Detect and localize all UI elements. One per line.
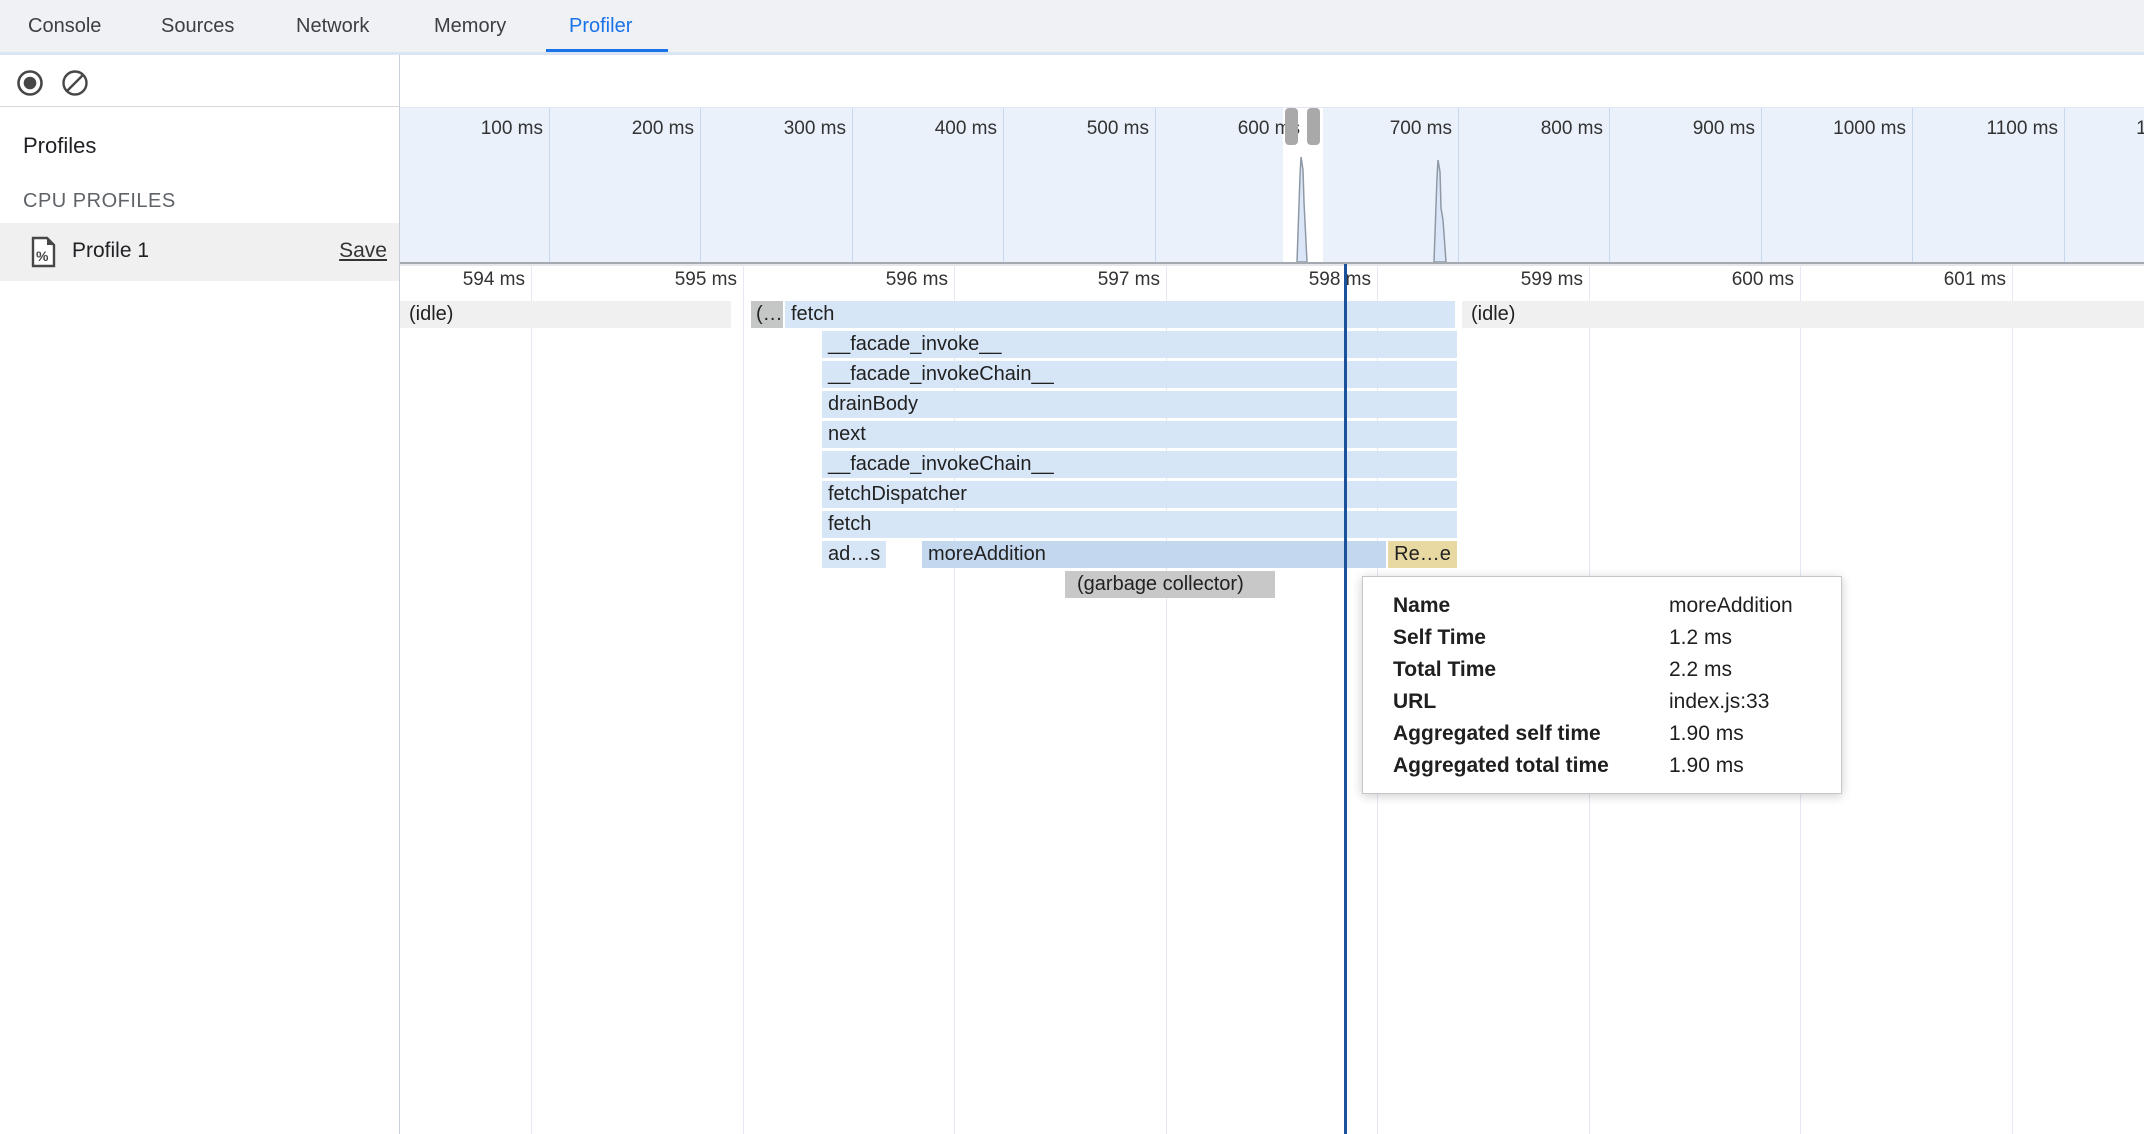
flame-bar[interactable]: fetch [785, 301, 1455, 328]
sidebar-divider [399, 55, 400, 1134]
left-selection-handle[interactable] [1285, 108, 1298, 145]
flame-bar[interactable]: drainBody [822, 391, 1457, 418]
flame-bar[interactable]: moreAddition [922, 541, 1386, 568]
tab-network[interactable]: Network [296, 15, 370, 37]
overview-tick-label: 500 ms [1086, 118, 1149, 139]
overview-gridline [1155, 108, 1156, 262]
ruler-tick-label: 600 ms [1731, 269, 1794, 290]
profile-name: Profile 1 [72, 239, 150, 262]
flame-bar[interactable]: __facade_invoke__ [822, 331, 1457, 358]
overview-tick-label: 1200 ms [2136, 118, 2144, 139]
tooltip-row: Aggregated self time 1.90 ms [1393, 718, 1841, 750]
overview-detail-divider [400, 262, 2144, 264]
flame-bar[interactable]: (idle) [1462, 301, 2144, 328]
overview-gridline [700, 108, 701, 262]
tooltip-value: 2.2 ms [1669, 658, 1733, 681]
profiles-header: Profiles [23, 133, 97, 158]
flame-bar[interactable]: (garbage collector) [1065, 571, 1275, 598]
tooltip-value: index.js:33 [1669, 690, 1770, 713]
tab-sources[interactable]: Sources [161, 15, 235, 37]
tooltip-label: URL [1393, 690, 1437, 713]
detail-gridline [954, 266, 955, 1134]
clear-icon[interactable] [61, 69, 89, 97]
flame-chart[interactable]: (idle) (… fetch (idle) __facade_invoke__ __fa… [400, 266, 2144, 1134]
detail-time-ruler: 594 ms 595 ms 596 ms 597 ms 598 ms 599 ms 600 … [400, 266, 2144, 296]
tooltip-row: Self Time 1.2 ms [1393, 622, 1841, 654]
tooltip-value: 1.90 ms [1669, 754, 1744, 777]
tooltip-row: URL index.js:33 [1393, 686, 1841, 718]
profile-document-icon: % [31, 236, 56, 268]
ruler-tick-label: 594 ms [462, 269, 525, 290]
cpu-activity-spikes [1296, 156, 1447, 262]
detail-gridline [1166, 266, 1167, 1134]
tooltip-label: Name [1393, 594, 1451, 617]
tab-console[interactable]: Console [28, 15, 102, 37]
overview-tick-label: 700 ms [1389, 118, 1452, 139]
overview-tick-label: 1000 ms [1833, 118, 1906, 139]
tooltip-row: Aggregated total time 1.90 ms [1393, 750, 1841, 782]
tooltip-label: Aggregated self time [1393, 722, 1601, 745]
ruler-tick-label: 597 ms [1097, 269, 1160, 290]
save-profile-link[interactable]: Save [339, 239, 387, 262]
svg-text:%: % [36, 248, 49, 264]
flame-bar[interactable]: fetch [822, 511, 1457, 538]
tab-bar-divider [0, 52, 2144, 55]
devtools-tab-bar: Console Sources Network Memory Profiler [0, 0, 2144, 55]
tab-memory[interactable]: Memory [434, 15, 507, 37]
flame-bar[interactable]: ad…s [822, 541, 886, 568]
overview-tick-label: 1100 ms [1986, 118, 2058, 139]
playhead-line [1344, 264, 1347, 1134]
ruler-tick-label: 596 ms [885, 269, 948, 290]
chart-toolbar: Chart [400, 55, 2144, 146]
overview-gridline [1761, 108, 1762, 262]
overview-gridline [1003, 108, 1004, 262]
ruler-tick-label: 598 ms [1308, 269, 1371, 290]
detail-gridline [743, 266, 744, 1134]
ruler-tick-label: 595 ms [674, 269, 737, 290]
overview-tick-label: 600 ms [1237, 118, 1300, 139]
record-icon[interactable] [16, 69, 44, 97]
tooltip-value: 1.2 ms [1669, 626, 1733, 649]
ruler-tick-label: 601 ms [1943, 269, 2006, 290]
tooltip-value: moreAddition [1669, 594, 1793, 617]
overview-tick-label: 200 ms [631, 118, 694, 139]
overview-gridline [1458, 108, 1459, 262]
profiler-toolbar [0, 55, 399, 107]
detail-gridline [531, 266, 532, 1134]
flame-bar[interactable]: __facade_invokeChain__ [822, 361, 1457, 388]
overview-tick-label: 900 ms [1692, 118, 1755, 139]
tooltip-row: Total Time 2.2 ms [1393, 654, 1841, 686]
detail-gridline [2012, 266, 2013, 1134]
flame-bar[interactable]: __facade_invokeChain__ [822, 451, 1457, 478]
right-selection-handle[interactable] [1307, 108, 1320, 145]
frame-details-tooltip: Name moreAddition Self Time 1.2 ms Total Tim… [1362, 576, 1842, 794]
overview-tick-label: 400 ms [934, 118, 997, 139]
tooltip-row: Name moreAddition [1393, 590, 1841, 622]
overview-gridline [852, 108, 853, 262]
tooltip-label: Aggregated total time [1393, 754, 1609, 777]
flame-bar[interactable]: Re…e [1388, 541, 1457, 568]
overview-tick-label: 300 ms [783, 118, 846, 139]
overview-detail-divider-light [400, 264, 2144, 266]
overview-gridline [1609, 108, 1610, 262]
flame-bar[interactable]: (idle) [400, 301, 731, 328]
tooltip-label: Total Time [1393, 658, 1497, 681]
overview-gridline [2064, 108, 2065, 262]
ruler-tick-label: 599 ms [1520, 269, 1583, 290]
overview-gridline [1912, 108, 1913, 262]
sidebar-item-profile-1[interactable]: % Profile 1 Save [0, 223, 399, 281]
cpu-profiles-section-header: CPU PROFILES [23, 190, 176, 212]
overview-tick-label: 100 ms [480, 118, 543, 139]
tab-profiler[interactable]: Profiler [569, 15, 633, 37]
flame-bar[interactable]: fetchDispatcher [822, 481, 1457, 508]
tooltip-label: Self Time [1393, 626, 1486, 649]
timeline-overview[interactable]: 100 ms 200 ms 300 ms 400 ms 500 ms 600 ms 700 … [400, 108, 2144, 262]
overview-gridline [549, 108, 550, 262]
flame-bar[interactable]: (… [751, 301, 783, 328]
flame-bar[interactable]: next [822, 421, 1457, 448]
tooltip-value: 1.90 ms [1669, 722, 1744, 745]
overview-tick-label: 800 ms [1540, 118, 1603, 139]
